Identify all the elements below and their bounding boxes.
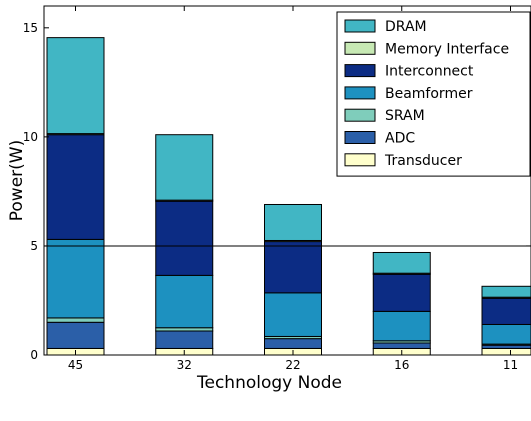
bar-segment-sram-45: [46, 317, 105, 323]
bar-segment-interconnect-16: [372, 273, 431, 312]
bar-segment-beamformer-32: [155, 274, 214, 329]
legend-swatch: [344, 86, 376, 100]
bar-segment-adc-22: [264, 338, 322, 349]
legend-label: ADC: [385, 131, 415, 147]
bar-segment-beamformer-11: [481, 323, 531, 345]
legend-swatch: [344, 19, 376, 33]
legend-label: Memory Interface: [385, 41, 509, 57]
legend-label: Transducer: [384, 153, 462, 169]
bar-marks: [46, 37, 531, 356]
plot-frame: [43, 5, 531, 356]
y-axis-title: Power(W): [7, 140, 27, 221]
bar-segment-adc-32: [155, 330, 214, 349]
legend-swatch: [344, 64, 376, 78]
legend-swatch: [344, 131, 376, 144]
x-tick-label: 11: [503, 358, 518, 372]
x-tick-label: 16: [394, 358, 409, 372]
legend-label: SRAM: [385, 108, 425, 124]
legend-label: Beamformer: [385, 86, 473, 102]
bar-segment-interconnect-45: [46, 134, 105, 240]
legend-swatch: [344, 108, 376, 122]
bar-segment-beamformer-45: [46, 238, 105, 319]
y-tick-label: 10: [23, 130, 38, 144]
bar-segment-adc-16: [372, 342, 431, 349]
bar-segment-adc-45: [46, 321, 105, 349]
bar-segment-interconnect-22: [264, 241, 322, 294]
legend-label: DRAM: [385, 19, 427, 35]
y-tick-label: 15: [23, 21, 38, 35]
bar-segment-beamformer-16: [372, 310, 431, 342]
bar-segment-dram-22: [264, 203, 322, 241]
bar-segment-interconnect-11: [481, 297, 531, 325]
y-tick-label: 5: [30, 239, 38, 253]
bar-segment-interconnect-32: [155, 200, 214, 276]
y-tick-label: 0: [30, 348, 38, 362]
x-tick-label: 45: [68, 358, 83, 372]
bar-segment-dram-45: [46, 37, 105, 135]
bar-segment-dram-32: [155, 134, 214, 201]
x-tick-label: 22: [285, 358, 300, 372]
legend-label: Interconnect: [385, 64, 474, 80]
bar-segment-transducer-11: [481, 347, 531, 356]
x-tick-label: 32: [177, 358, 192, 372]
legend-swatch: [344, 41, 376, 55]
x-axis-title: Technology Node: [196, 373, 342, 393]
legend: DRAM Memory Interface Interconnect Beamform…: [336, 11, 531, 177]
bar-segment-dram-11: [481, 285, 531, 298]
bar-segment-dram-16: [372, 251, 431, 274]
legend-swatch: [344, 153, 376, 167]
x-axis-ticks: 45 32 22 16 11: [68, 6, 518, 372]
bar-segment-beamformer-22: [264, 292, 322, 337]
